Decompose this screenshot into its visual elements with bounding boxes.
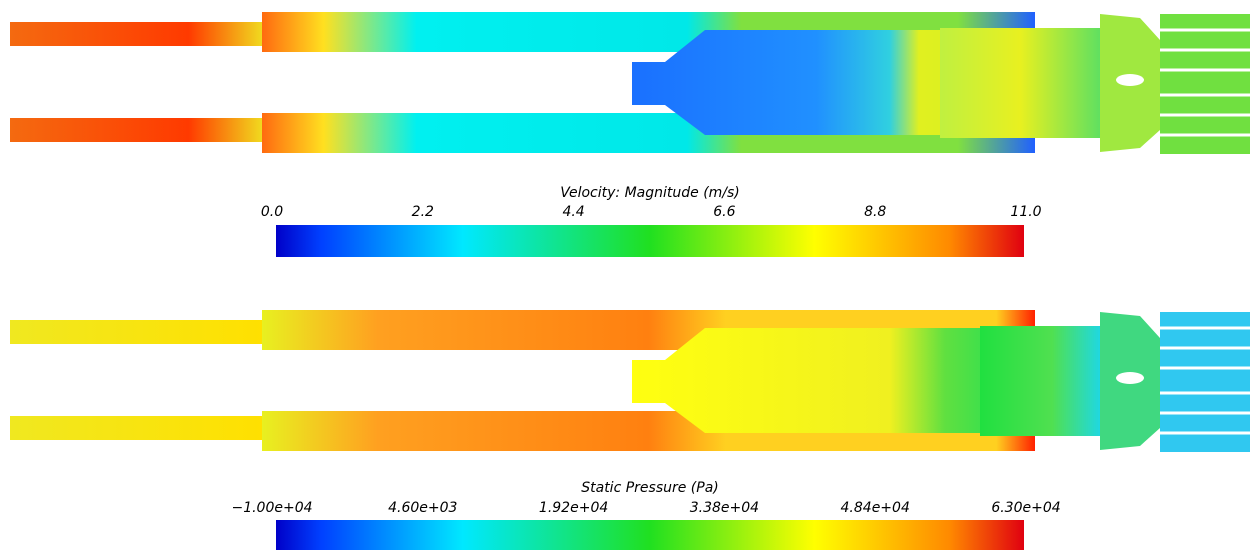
cfd-view: Velocity: Magnitude (m/s) Static Pressur… <box>0 0 1252 550</box>
colorbar-title: Velocity: Magnitude (m/s) <box>560 185 740 201</box>
colorbar-tick-label: 6.6 <box>713 204 735 220</box>
colorbar-tick-label: 2.2 <box>412 204 434 220</box>
colorbar-tick-label: 3.38e+04 <box>690 500 759 516</box>
colorbar-tick-label: 4.4 <box>562 204 584 220</box>
colorbar-tick-label: −1.00e+04 <box>231 500 312 516</box>
velocity-field <box>10 12 1250 154</box>
colorbar-title: Static Pressure (Pa) <box>581 480 719 496</box>
pressure-field <box>10 310 1250 452</box>
colorbar <box>276 520 1024 550</box>
colorbar-tick-label: 6.30e+04 <box>991 500 1060 516</box>
colorbar-tick-label: 11.0 <box>1010 204 1041 220</box>
colorbar-tick-label: 1.92e+04 <box>539 500 608 516</box>
colorbar-tick-label: 4.60e+03 <box>388 500 457 516</box>
colorbar-tick-label: 0.0 <box>261 204 283 220</box>
colorbar-tick-label: 8.8 <box>864 204 886 220</box>
colorbar <box>276 225 1024 257</box>
colorbar-tick-label: 4.84e+04 <box>841 500 910 516</box>
